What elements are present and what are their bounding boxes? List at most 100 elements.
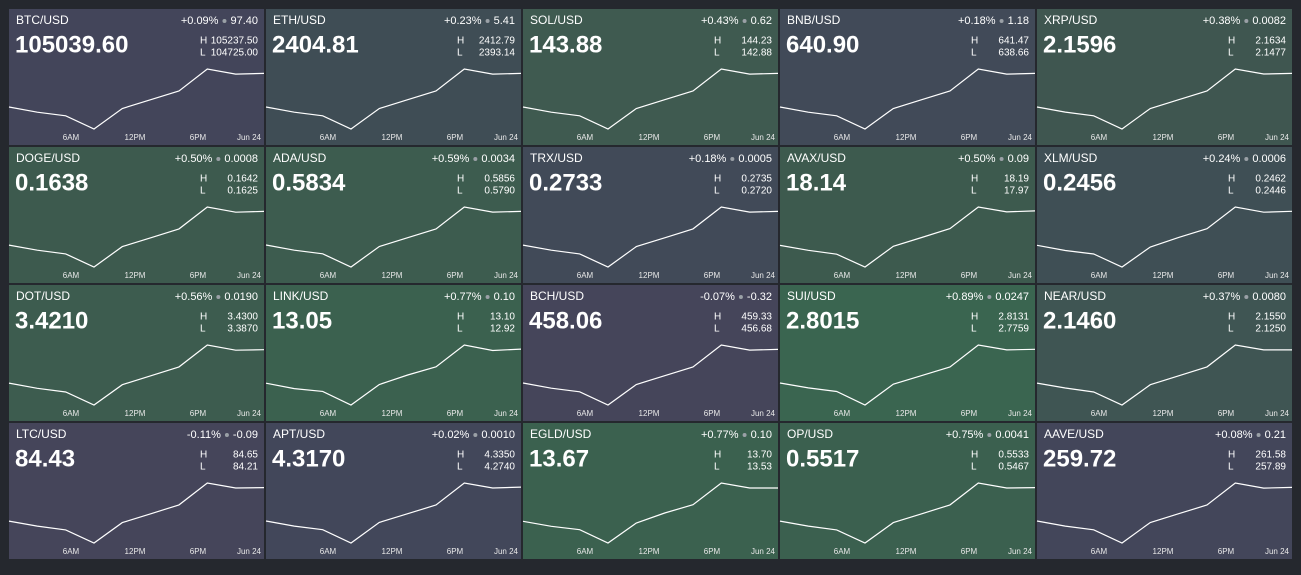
low-label: L — [457, 462, 463, 473]
low-value: 2393.14 — [479, 48, 516, 59]
tile-background — [523, 423, 778, 559]
tile: ETH/USD 2404.81 5.41 +0.23% H 2412.79 L 2393.14… — [265, 9, 522, 145]
low-label: L — [1228, 186, 1234, 197]
sparkline — [8, 482, 265, 544]
time-label: 6AM — [320, 271, 337, 280]
change: -0.09 — [233, 429, 258, 441]
sparkline — [779, 206, 1036, 268]
low-label: L — [971, 462, 977, 473]
sparkline — [265, 206, 522, 268]
low-label: L — [1228, 462, 1234, 473]
time-label: 6PM — [447, 271, 464, 280]
low-value: 4.2740 — [484, 462, 515, 473]
time-label: 6AM — [63, 547, 80, 556]
low-value: 104725.00 — [211, 48, 259, 59]
separator-dot — [742, 19, 747, 23]
time-label: Jun 24 — [1265, 547, 1290, 556]
change-percent: +0.59% — [432, 153, 470, 165]
time-label: 6AM — [1091, 409, 1108, 418]
low-value: 638.66 — [998, 48, 1029, 59]
change-percent: +0.77% — [701, 429, 739, 441]
low-label: L — [714, 462, 720, 473]
tile-background — [1037, 423, 1292, 559]
high-label: H — [1228, 36, 1235, 47]
tile: NEAR/USD 2.1460 0.0080 +0.37% H 2.1550 L 2.1250… — [1036, 285, 1292, 421]
low-value: 17.97 — [1004, 186, 1029, 197]
change: 0.0005 — [738, 153, 772, 165]
change: 0.0082 — [1252, 15, 1286, 27]
time-label: 6AM — [577, 133, 594, 142]
sparkline — [265, 482, 522, 544]
high-label: H — [714, 36, 721, 47]
high-label: H — [714, 174, 721, 185]
tile-background — [523, 9, 778, 145]
price: 0.5517 — [786, 445, 859, 472]
change: 5.41 — [494, 15, 515, 27]
low-label: L — [714, 186, 720, 197]
symbol: AAVE/USD — [1044, 427, 1104, 441]
tile: EGLD/USD 13.67 0.10 +0.77% H 13.70 L 13.53 6AM 12… — [522, 423, 778, 559]
tile-background — [1037, 9, 1292, 145]
time-label: 6PM — [190, 547, 207, 556]
change: 0.21 — [1265, 429, 1286, 441]
high-label: H — [200, 174, 207, 185]
high-value: 641.47 — [998, 36, 1029, 47]
time-label: 6PM — [190, 271, 207, 280]
symbol: OP/USD — [787, 427, 833, 441]
time-label: Jun 24 — [751, 409, 776, 418]
symbol: XLM/USD — [1044, 151, 1098, 165]
tile-background — [1037, 285, 1292, 421]
high-label: H — [200, 450, 207, 461]
change: 0.0010 — [481, 429, 515, 441]
change-percent: +0.18% — [689, 153, 727, 165]
tile-background — [780, 285, 1035, 421]
high-label: H — [200, 36, 207, 47]
change: 0.0006 — [1252, 153, 1286, 165]
symbol: BCH/USD — [530, 289, 584, 303]
symbol: XRP/USD — [1044, 13, 1098, 27]
time-label: Jun 24 — [1008, 409, 1033, 418]
tile: AVAX/USD 18.14 0.09 +0.50% H 18.19 L 17.97 6AM 12… — [779, 147, 1036, 283]
separator-dot — [742, 433, 747, 437]
separator-dot — [730, 157, 735, 161]
change-percent: +0.24% — [1203, 153, 1241, 165]
separator-dot — [473, 433, 478, 437]
time-label: 12PM — [639, 547, 660, 556]
tile: BNB/USD 640.90 1.18 +0.18% H 641.47 L 638.66 6AM… — [779, 9, 1036, 145]
symbol: ETH/USD — [273, 13, 326, 27]
high-value: 459.33 — [741, 312, 772, 323]
time-label: 12PM — [1153, 133, 1174, 142]
low-value: 0.2720 — [741, 186, 772, 197]
time-label: 12PM — [382, 271, 403, 280]
symbol: NEAR/USD — [1044, 289, 1106, 303]
time-label: Jun 24 — [237, 271, 262, 280]
low-label: L — [971, 324, 977, 335]
separator-dot — [222, 19, 227, 23]
change: 0.10 — [751, 429, 772, 441]
change: 97.40 — [230, 15, 258, 27]
high-value: 0.5533 — [998, 450, 1029, 461]
high-label: H — [457, 450, 464, 461]
separator-dot — [987, 295, 992, 299]
sparkline — [8, 68, 265, 130]
price: 13.05 — [272, 307, 332, 334]
sparkline — [522, 206, 779, 268]
time-label: 12PM — [125, 133, 146, 142]
change-percent: +0.23% — [444, 15, 482, 27]
price: 0.2456 — [1043, 169, 1116, 196]
time-label: 6PM — [961, 271, 978, 280]
time-label: 12PM — [1153, 409, 1174, 418]
sparkline — [265, 68, 522, 130]
time-label: Jun 24 — [751, 547, 776, 556]
time-label: 6AM — [1091, 547, 1108, 556]
time-label: 6AM — [834, 409, 851, 418]
price: 458.06 — [529, 307, 602, 334]
change: 0.62 — [751, 15, 772, 27]
symbol: ADA/USD — [273, 151, 327, 165]
time-label: 6PM — [961, 547, 978, 556]
high-label: H — [714, 450, 721, 461]
tile: SUI/USD 2.8015 0.0247 +0.89% H 2.8131 L 2.7759 6… — [779, 285, 1036, 421]
tile-background — [266, 147, 521, 283]
price: 2404.81 — [272, 31, 359, 58]
